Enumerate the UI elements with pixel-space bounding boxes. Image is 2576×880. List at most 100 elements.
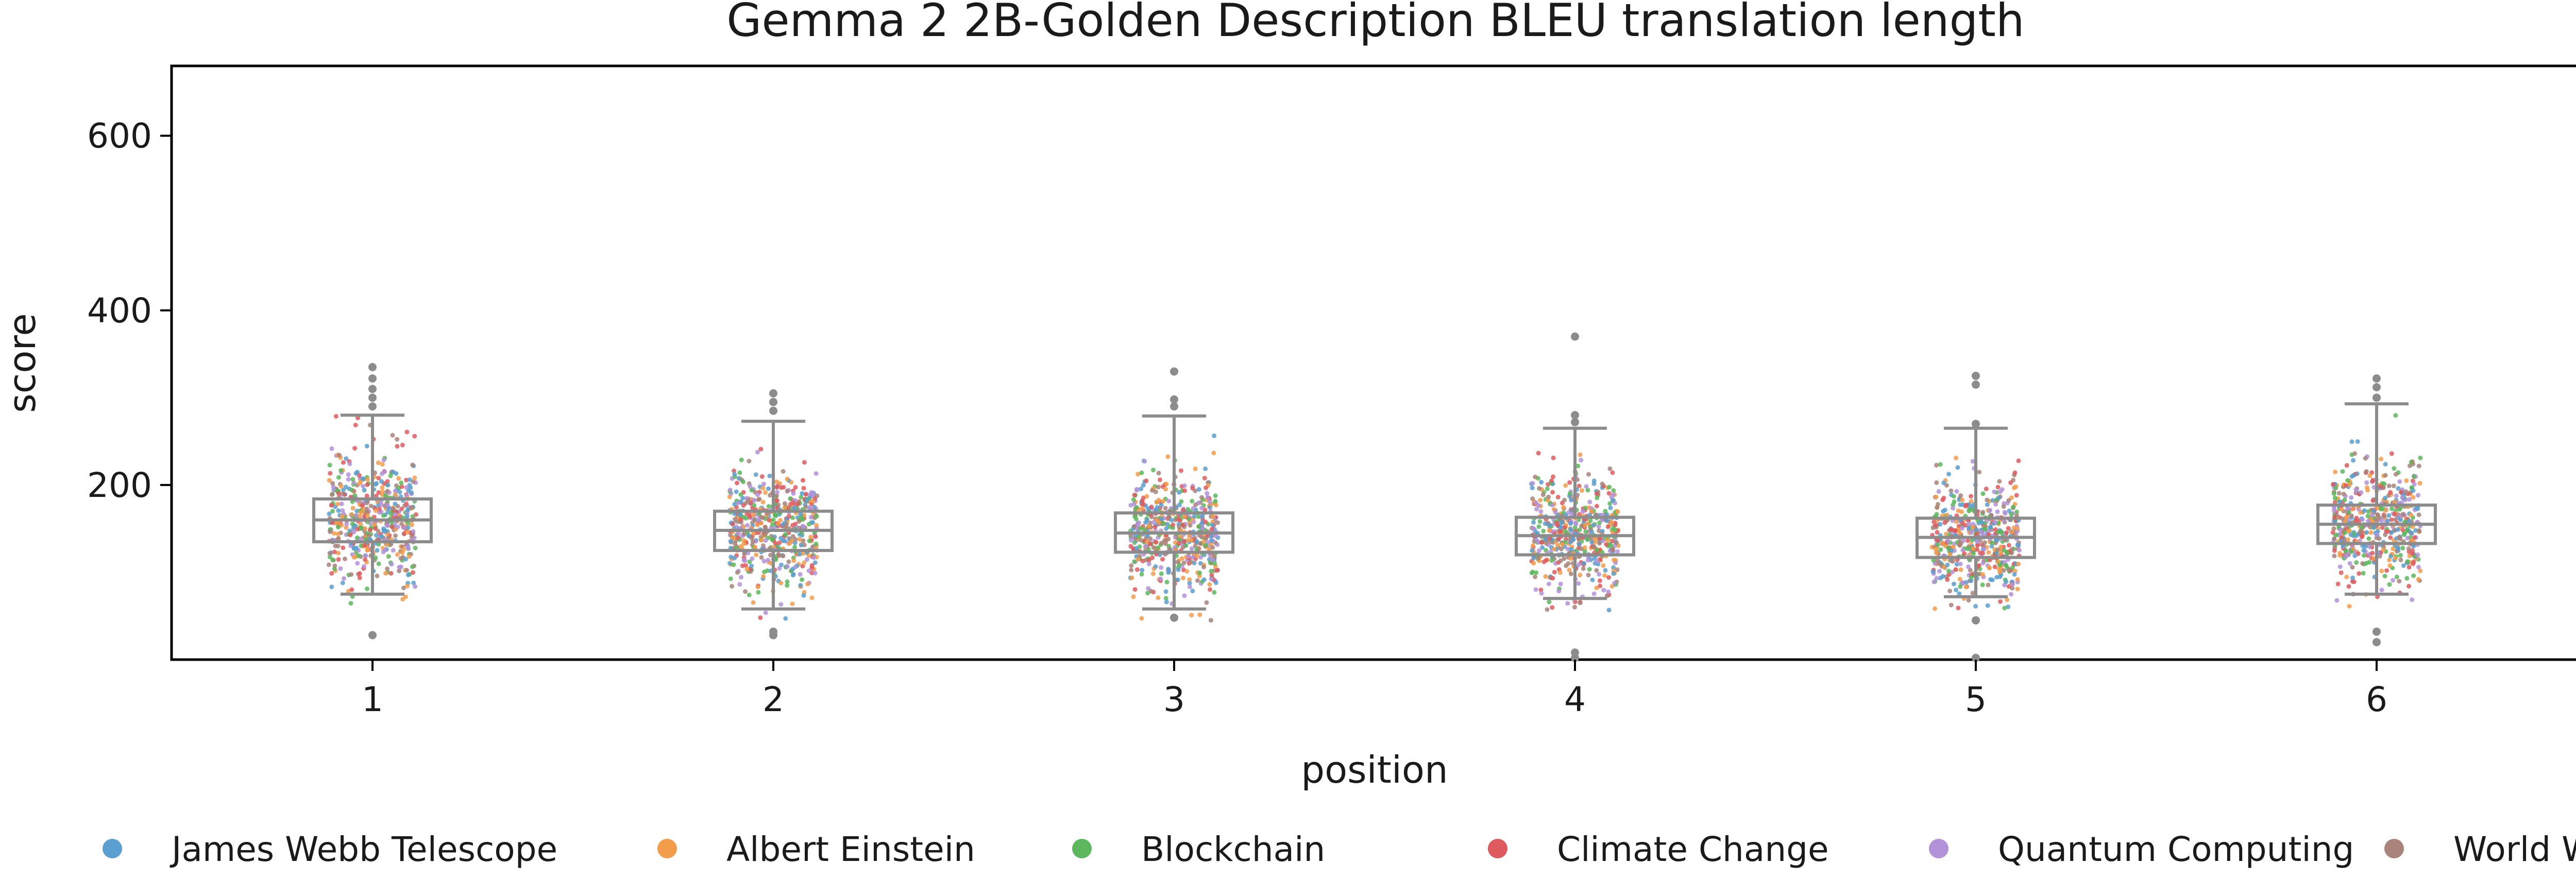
strip-point	[380, 462, 385, 467]
strip-point	[385, 566, 390, 571]
strip-point	[1209, 538, 1214, 543]
strip-point	[355, 416, 360, 421]
strip-point	[1179, 499, 1184, 504]
strip-point	[1569, 497, 1574, 503]
strip-point	[384, 542, 389, 547]
strip-point	[411, 570, 416, 575]
strip-point	[1565, 601, 1570, 606]
strip-point	[778, 580, 784, 585]
strip-point	[2016, 561, 2021, 566]
strip-point	[1146, 507, 1150, 511]
strip-point	[347, 461, 352, 467]
strip-point	[2402, 531, 2408, 536]
strip-point	[1149, 505, 1154, 510]
strip-point	[2393, 556, 2398, 561]
strip-point	[1544, 541, 1549, 546]
strip-point	[1971, 546, 1976, 551]
strip-point	[1578, 452, 1583, 457]
strip-point	[1960, 580, 1965, 585]
legend-marker	[103, 839, 122, 858]
strip-point	[1936, 489, 1941, 494]
strip-point	[2416, 493, 2420, 498]
strip-point	[1592, 540, 1598, 545]
strip-point	[2370, 550, 2375, 556]
strip-point	[1176, 567, 1181, 572]
strip-point	[1609, 520, 1615, 525]
strip-point	[2382, 574, 2387, 579]
strip-point	[1980, 510, 1986, 515]
strip-point	[385, 489, 390, 494]
strip-point	[1582, 549, 1587, 554]
strip-point	[1611, 571, 1616, 576]
strip-point	[336, 508, 341, 513]
strip-point	[2332, 548, 2337, 553]
x-tick-label: 1	[362, 680, 383, 719]
strip-point	[357, 575, 362, 580]
strip-point	[1934, 494, 1939, 499]
strip-point	[1572, 605, 1577, 610]
strip-point	[1129, 567, 1134, 573]
strip-point	[1597, 578, 1602, 583]
strip-point	[1531, 526, 1536, 531]
strip-point	[1967, 546, 1972, 551]
strip-point	[2386, 484, 2392, 489]
strip-point	[1181, 576, 1185, 580]
strip-point	[2391, 484, 2396, 488]
strip-point	[2360, 517, 2365, 522]
strip-point	[2411, 573, 2416, 578]
strip-point	[1134, 488, 1139, 493]
outlier-point	[1170, 402, 1178, 411]
strip-point	[1181, 560, 1187, 565]
strip-point	[413, 584, 418, 589]
strip-point	[1139, 487, 1144, 492]
strip-point	[1555, 494, 1561, 499]
outlier-point	[368, 385, 377, 393]
strip-point	[2398, 537, 2403, 542]
strip-point	[1212, 561, 1217, 566]
strip-point	[2358, 530, 2363, 535]
strip-point	[2398, 557, 2403, 562]
strip-point	[2387, 558, 2392, 562]
strip-point	[2340, 469, 2345, 474]
strip-point	[1537, 486, 1542, 491]
strip-point	[1934, 480, 1939, 485]
strip-point	[399, 484, 404, 489]
strip-point	[362, 543, 367, 548]
strip-point	[373, 526, 378, 531]
strip-point	[1187, 516, 1192, 522]
strip-point	[1560, 542, 1565, 547]
strip-point	[1190, 486, 1195, 491]
strip-point	[354, 535, 360, 540]
strip-point	[2377, 536, 2382, 541]
strip-point	[2016, 458, 2021, 463]
strip-point	[405, 544, 410, 549]
strip-point	[730, 584, 735, 589]
strip-point	[806, 522, 811, 527]
strip-point	[758, 446, 764, 452]
strip-point	[1204, 536, 1209, 541]
strip-point	[2017, 548, 2022, 553]
strip-point	[805, 581, 810, 586]
strip-point	[1607, 501, 1613, 506]
strip-point	[1196, 524, 1201, 529]
legend-marker	[2384, 839, 2404, 858]
strip-point	[1144, 478, 1149, 484]
strip-point	[1577, 484, 1582, 489]
strip-point	[1189, 559, 1194, 564]
strip-point	[804, 557, 809, 562]
strip-point	[757, 496, 762, 502]
strip-point	[1995, 547, 2000, 552]
strip-point	[1951, 503, 1956, 508]
strip-point	[2006, 498, 2011, 503]
strip-point	[773, 512, 778, 517]
strip-point	[1973, 603, 1978, 609]
strip-point	[1158, 576, 1163, 581]
strip-point	[768, 493, 773, 498]
strip-point	[1201, 539, 1207, 544]
strip-point	[1987, 565, 1992, 571]
strip-point	[1933, 606, 1938, 611]
strip-point	[1960, 497, 1965, 503]
strip-point	[2389, 506, 2394, 511]
strip-point	[1565, 546, 1570, 551]
strip-point	[758, 615, 763, 620]
